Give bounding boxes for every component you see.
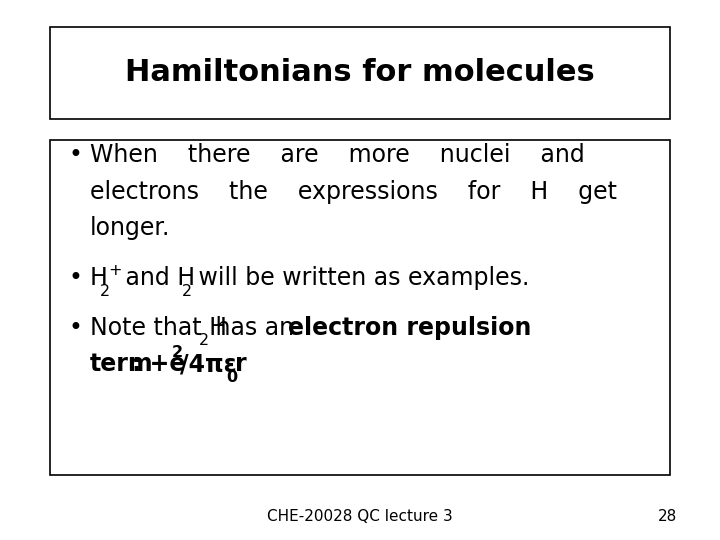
Text: and H: and H <box>117 266 195 290</box>
Text: When    there    are    more    nuclei    and: When there are more nuclei and <box>90 143 585 167</box>
Text: 2: 2 <box>182 284 192 299</box>
Text: electrons    the    expressions    for    H    get: electrons the expressions for H get <box>90 180 617 204</box>
Text: : +e: : +e <box>132 352 185 376</box>
Text: r: r <box>235 352 246 376</box>
Text: Note that H: Note that H <box>90 315 227 340</box>
Text: 2: 2 <box>99 284 110 299</box>
Text: 0: 0 <box>227 370 238 385</box>
Text: H: H <box>90 266 108 290</box>
Text: longer.: longer. <box>90 217 171 240</box>
Text: •: • <box>68 266 82 290</box>
Text: will be written as examples.: will be written as examples. <box>191 266 529 290</box>
Text: term: term <box>90 352 153 376</box>
Bar <box>50 27 670 119</box>
Text: 2: 2 <box>199 333 209 348</box>
Text: /4πε: /4πε <box>180 352 237 376</box>
Text: electron repulsion: electron repulsion <box>288 315 531 340</box>
Text: 2: 2 <box>171 345 183 360</box>
Text: •: • <box>68 143 82 167</box>
Bar <box>50 140 670 475</box>
Text: 28: 28 <box>657 509 677 524</box>
Text: Hamiltonians for molecules: Hamiltonians for molecules <box>125 58 595 87</box>
Text: •: • <box>68 315 82 340</box>
Text: +: + <box>108 264 122 278</box>
Text: has an: has an <box>207 315 301 340</box>
Text: CHE-20028 QC lecture 3: CHE-20028 QC lecture 3 <box>267 509 453 524</box>
